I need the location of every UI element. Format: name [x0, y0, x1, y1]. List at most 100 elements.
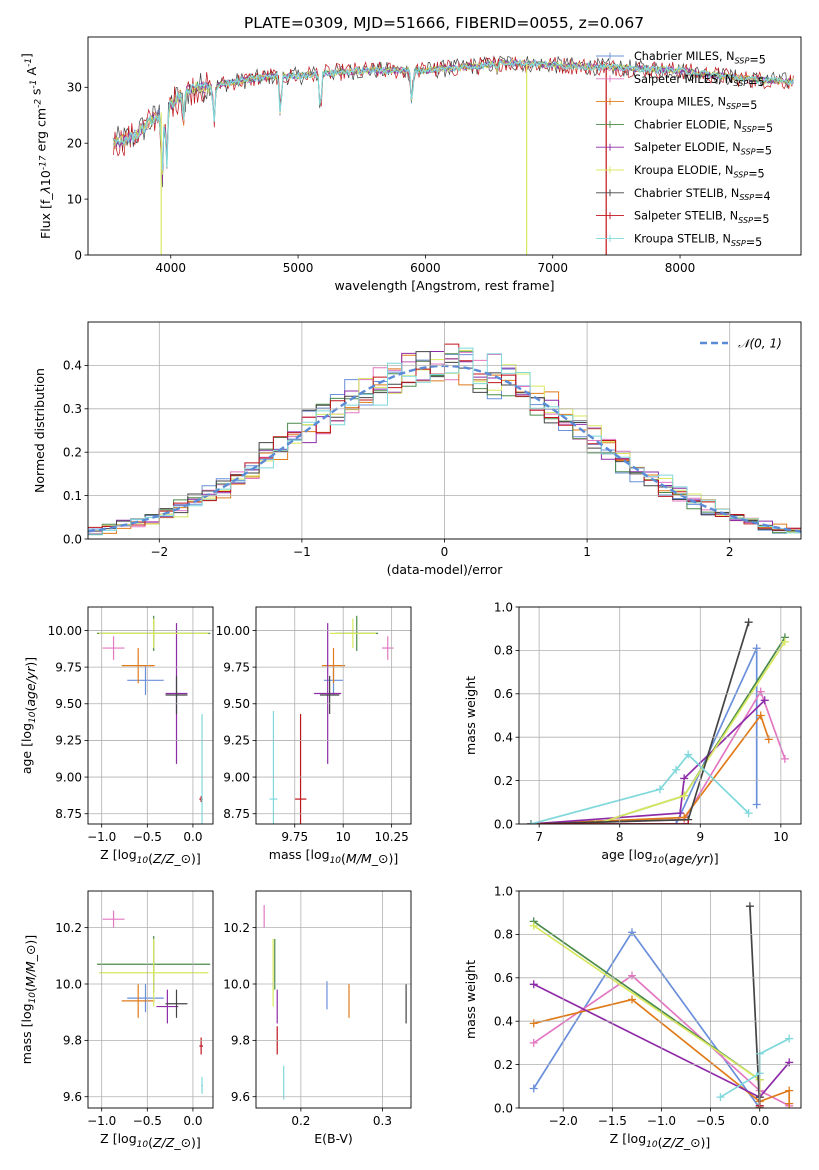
y-tick-label: 9.6	[231, 1090, 250, 1104]
weight-marker	[745, 902, 754, 911]
y-tick-label: 0	[74, 248, 82, 262]
y-tick-label: 9.50	[55, 697, 82, 711]
y-tick-label: 9.00	[223, 770, 250, 784]
x-tick-label: −1.0	[87, 1114, 116, 1128]
y-tick-label: 9.25	[55, 734, 82, 748]
x-tick-label: 4000	[155, 261, 186, 275]
weight-marker	[676, 809, 685, 818]
x-axis-label: wavelength [Angstrom, rest frame]	[334, 278, 554, 293]
y-tick-label: 0.6	[494, 687, 513, 701]
x-tick-label: −0.5	[696, 1114, 725, 1128]
x-tick-label: 1	[583, 545, 591, 559]
y-tick-label: 9.8	[63, 1034, 82, 1048]
weight-marker	[756, 687, 765, 696]
legend-entry: Kroupa ELODIE, NSSP=5	[634, 164, 765, 180]
legend-entry: Chabrier ELODIE, NSSP=5	[634, 118, 773, 134]
panel-mass_vs_Z: −1.0 −0.5 0.0 9.6 9.8 10.0 10.2 Z [log10(Z/Z_⊙)…	[19, 890, 214, 1150]
panel-age_vs_Z: −1.0 −0.5 0.0 8.75 9.00 9.25 9.50 9.75 10.00 Z [l…	[19, 606, 214, 866]
weight-marker	[780, 754, 789, 763]
legend-entry: Salpeter STELIB, NSSP=5	[634, 210, 770, 226]
x-tick-label: 0.0	[750, 1114, 769, 1128]
weight-marker	[744, 809, 753, 818]
weight-marker	[529, 1084, 538, 1093]
weight-marker	[627, 995, 636, 1004]
y-tick-label: 10.2	[223, 921, 250, 935]
y-tick-label: 0.2	[63, 446, 82, 460]
y-axis-label: mass [log10(M/M_⊙)]	[19, 935, 38, 1064]
axes-frame	[518, 890, 802, 1109]
panel-age_vs_mass: 9.75 10 10.25 8.75 9.00 9.25 9.50 9.75 10.00 mass…	[216, 606, 412, 866]
weight-marker	[785, 1086, 794, 1095]
x-axis-label: (data-model)/error	[387, 562, 504, 577]
y-tick-label: 20	[67, 137, 82, 151]
panel-weight_vs_age: 7 8 9 10 0.0 0.2 0.4 0.6 0.8 1.0 age [log10(age/yr…	[463, 600, 802, 866]
weight-line	[531, 636, 786, 824]
x-tick-label: 8000	[665, 261, 696, 275]
y-tick-label: 8.75	[55, 807, 82, 821]
x-tick-label: 9	[696, 830, 704, 844]
y-tick-label: 0.0	[494, 1101, 513, 1115]
axes-frame	[255, 606, 412, 825]
weight-marker	[785, 1034, 794, 1043]
y-tick-label: 0.4	[494, 731, 513, 745]
weight-marker	[764, 735, 773, 744]
y-tick-label: 10.00	[48, 624, 82, 638]
weight-marker	[627, 928, 636, 937]
x-tick-label: −0.5	[133, 830, 162, 844]
legend-entry: 𝒩(0, 1)	[738, 337, 782, 351]
plot-area	[527, 618, 789, 824]
x-tick-label: 10.25	[374, 830, 408, 844]
weight-marker	[529, 1019, 538, 1028]
x-tick-label: 7000	[537, 261, 568, 275]
x-axis-label: Z [log10(Z/Z_⊙)]	[100, 847, 201, 866]
y-tick-label: 9.50	[223, 697, 250, 711]
legend-entry: Kroupa STELIB, NSSP=5	[634, 232, 762, 248]
weight-marker	[527, 820, 536, 824]
weight-marker	[591, 820, 600, 824]
weight-marker	[785, 1058, 794, 1067]
y-tick-label: 9.6	[63, 1090, 82, 1104]
plot-area	[97, 615, 211, 824]
y-axis-label: Normed distribution	[32, 368, 47, 493]
legend-entry: Chabrier STELIB, NSSP=4	[634, 187, 771, 203]
legend-entry: Chabrier MILES, NSSP=5	[634, 50, 766, 66]
x-tick-label: 10	[773, 830, 788, 844]
x-tick-label: 9.75	[281, 830, 308, 844]
x-tick-label: 8	[616, 830, 624, 844]
weight-marker	[684, 750, 693, 759]
y-tick-label: 0.8	[494, 644, 513, 658]
y-tick-label: 10.2	[55, 921, 82, 935]
y-tick-label: 30	[67, 81, 82, 95]
plot-area	[263, 905, 407, 1100]
axes-frame	[87, 321, 802, 540]
axes-frame	[255, 890, 412, 1109]
x-tick-label: 2	[726, 545, 734, 559]
y-tick-label: 8.75	[223, 807, 250, 821]
y-tick-label: 0.1	[63, 489, 82, 503]
weight-marker	[780, 637, 789, 646]
x-tick-label: −1.0	[87, 830, 116, 844]
y-tick-label: 1.0	[494, 884, 513, 898]
legend-entry: Salpeter MILES, NSSP=5	[634, 73, 765, 89]
x-tick-label: 7	[535, 830, 543, 844]
x-tick-label: −1.5	[598, 1114, 627, 1128]
weight-marker	[752, 800, 761, 809]
x-tick-label: 5000	[283, 261, 314, 275]
y-tick-label: 0.3	[63, 402, 82, 416]
weight-marker	[680, 791, 689, 800]
legend-entry: Kroupa MILES, NSSP=5	[634, 96, 757, 112]
x-tick-label: −2	[150, 545, 168, 559]
y-tick-label: 9.75	[55, 660, 82, 674]
weight-marker	[680, 774, 689, 783]
panel-weight_vs_Z: −2.0 −1.5 −1.0 −0.5 0.0 0.0 0.2 0.4 0.6 0.8 1.0 Z […	[463, 884, 802, 1150]
weight-marker	[529, 1038, 538, 1047]
y-tick-label: 0.4	[494, 1015, 513, 1029]
x-tick-label: 6000	[410, 261, 441, 275]
x-tick-label: 0	[441, 545, 449, 559]
y-tick-label: 0.8	[494, 928, 513, 942]
x-tick-label: −1	[293, 545, 311, 559]
y-tick-label: 9.00	[55, 770, 82, 784]
x-tick-label: −2.0	[549, 1114, 578, 1128]
weight-marker	[744, 618, 753, 627]
